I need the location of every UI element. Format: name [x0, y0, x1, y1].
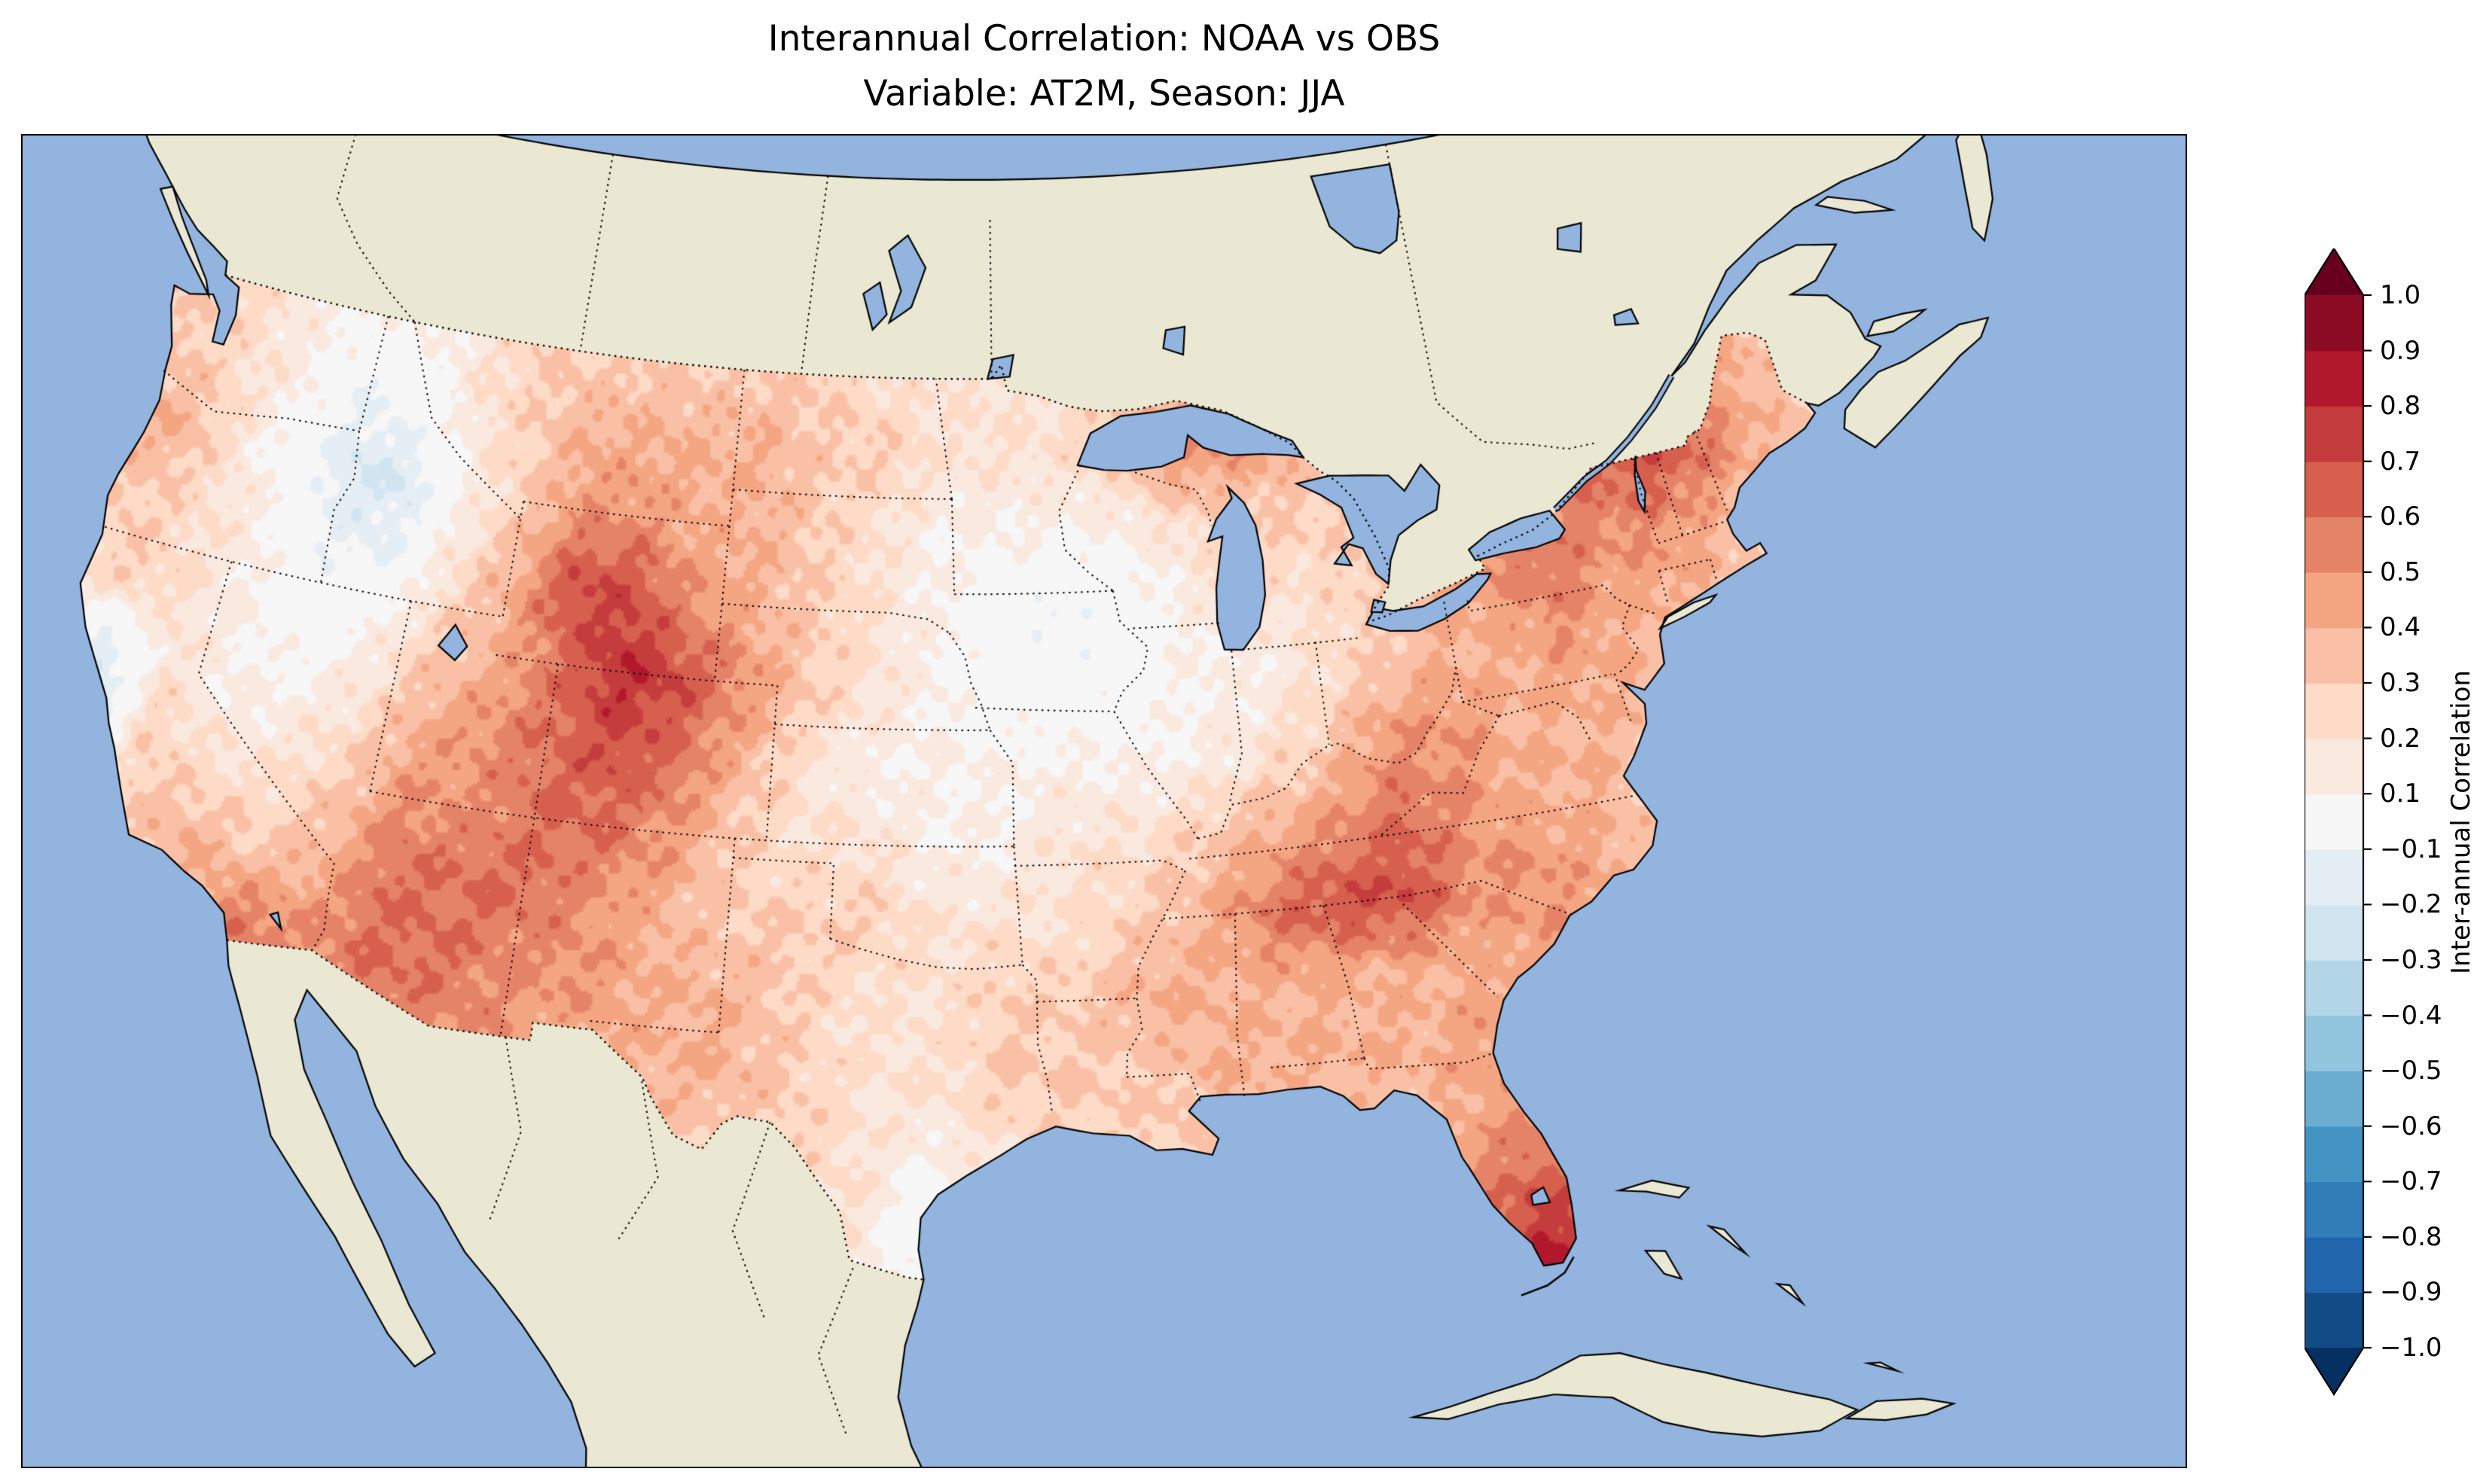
colorbar-axis-label: Inter-annual Correlation [2446, 670, 2474, 974]
colorbar-tick-label: −0.8 [2380, 1221, 2442, 1252]
colorbar-tick-label: −0.7 [2380, 1166, 2442, 1197]
colorbar-tick-label: 0.8 [2380, 391, 2421, 422]
figure-title-line1: Interannual Correlation: NOAA vs OBS [767, 18, 1441, 59]
colorbar-tick-label: 0.6 [2380, 501, 2421, 532]
map-canvas [23, 136, 2186, 1467]
colorbar-tick-label: 0.9 [2380, 335, 2421, 366]
map-axes [21, 134, 2187, 1468]
colorbar-tick-label: −0.4 [2380, 1000, 2442, 1031]
colorbar-tick-label: −0.9 [2380, 1277, 2442, 1308]
colorbar-tick-label: 0.1 [2380, 779, 2421, 809]
colorbar-tick-label: 0.7 [2380, 446, 2421, 477]
colorbar-tick-label: −0.3 [2380, 944, 2442, 975]
figure-title-line2: Variable: AT2M, Season: JJA [863, 72, 1345, 114]
colorbar-tick-label: −0.5 [2380, 1056, 2442, 1086]
colorbar-tick-label: −0.1 [2380, 833, 2442, 864]
colorbar-tick-label: 0.3 [2380, 668, 2421, 699]
colorbar-tick-label: −0.2 [2380, 889, 2442, 920]
colorbar-tick-label: 0.2 [2380, 723, 2421, 754]
colorbar-bar [2305, 248, 2372, 1396]
figure-title: Interannual Correlation: NOAA vs OBS Var… [21, 12, 2187, 122]
colorbar-tick-label: 0.4 [2380, 612, 2421, 643]
colorbar-tick-label: 0.5 [2380, 556, 2421, 587]
colorbar: 1.0 0.9 0.8 0.7 0.6 0.5 0.4 0.3 0.2 0.1 −0.1 −0.2 −0… [2305, 248, 2474, 1408]
colorbar-tick-label: −1.0 [2380, 1333, 2442, 1363]
colorbar-tick-label: −0.6 [2380, 1111, 2442, 1141]
colorbar-tick-label: 1.0 [2380, 280, 2421, 310]
